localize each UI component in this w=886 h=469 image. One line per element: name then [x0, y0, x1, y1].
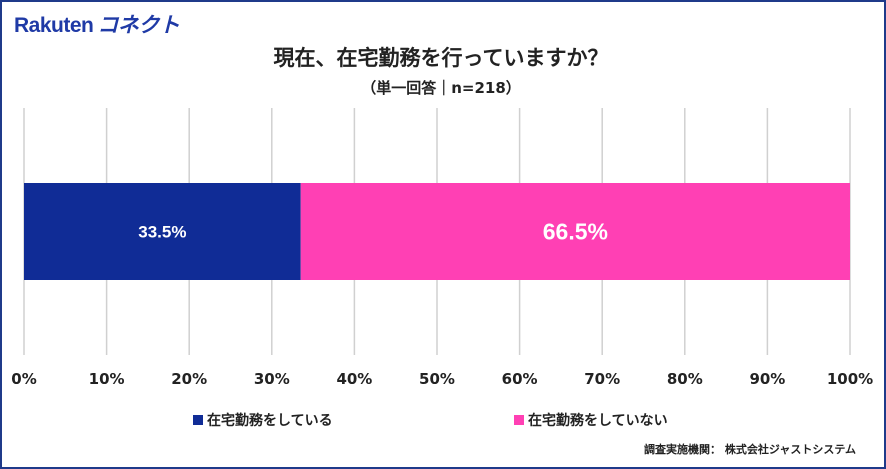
data-label-0: 33.5% — [138, 223, 186, 242]
chart-subtitle: （単一回答｜n=218） — [361, 79, 521, 97]
legend-item-not-doing: 在宅勤務をしていない — [514, 410, 668, 430]
brand-logo: Rakuten コネクト — [14, 9, 180, 39]
x-tick-label: 10% — [89, 370, 125, 388]
stacked-bar-plot: 0% 10% 20% 30% 40% 50% 60% 70% 80% 90% 100% 33.5% 66… — [11, 108, 873, 388]
legend-swatch-not-doing — [514, 415, 524, 425]
source-credit: 調査実施機関： 株式会社ジャストシステム — [644, 443, 856, 456]
x-tick-label: 70% — [584, 370, 620, 388]
logo-text-rakuten: Rakuten — [14, 14, 94, 37]
x-tick-label: 30% — [254, 370, 290, 388]
legend-swatch-doing — [193, 415, 203, 425]
bar-segment-1 — [300, 183, 851, 280]
legend-label-doing: 在宅勤務をしている — [207, 413, 333, 429]
logo-text-connect: コネクト — [97, 14, 180, 37]
x-tick-label: 0% — [11, 370, 36, 388]
x-tick-label: 60% — [502, 370, 538, 388]
bar-segment-0 — [24, 183, 301, 280]
x-tick-label: 100% — [827, 370, 873, 388]
x-tick-label: 20% — [171, 370, 207, 388]
legend-item-doing: 在宅勤務をしている — [193, 410, 333, 430]
chart-title: 現在、在宅勤務を行っていますか？ — [273, 46, 609, 70]
legend-label-not-doing: 在宅勤務をしていない — [528, 413, 668, 429]
x-tick-label: 40% — [336, 370, 372, 388]
data-label-1: 66.5% — [543, 219, 608, 245]
x-tick-label: 50% — [419, 370, 455, 388]
x-tick-label: 90% — [749, 370, 785, 388]
x-tick-label: 80% — [667, 370, 703, 388]
